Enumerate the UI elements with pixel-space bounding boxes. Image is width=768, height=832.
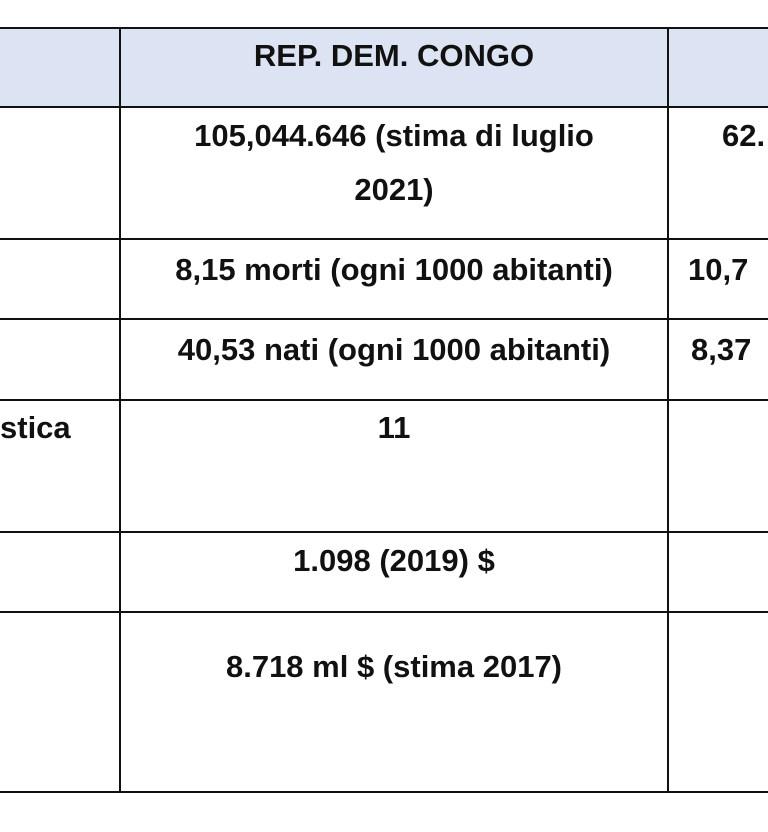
row-label-partial: stica bbox=[0, 410, 71, 445]
birth-rate-value-col3: 8,37 bbox=[691, 332, 752, 367]
table-header-row bbox=[0, 29, 668, 107]
population-value-line1: 105,044.646 (stima di luglio bbox=[194, 118, 594, 153]
gdp-value: 8.718 ml $ (stima 2017) bbox=[225, 649, 563, 684]
table-border bbox=[0, 399, 768, 401]
table-border bbox=[0, 611, 768, 613]
table-border bbox=[0, 27, 768, 29]
row4-value: 11 bbox=[377, 410, 411, 445]
death-rate-value: 8,15 morti (ogni 1000 abitanti) bbox=[175, 252, 613, 287]
header-country: REP. DEM. CONGO bbox=[253, 38, 535, 73]
table-border bbox=[0, 318, 768, 320]
table-border bbox=[667, 27, 669, 793]
gdp-per-capita-value: 1.098 (2019) $ bbox=[293, 543, 495, 578]
population-value-line2: 2021) bbox=[354, 172, 434, 207]
table-border bbox=[0, 531, 768, 533]
table-border bbox=[0, 791, 768, 793]
population-value-col3: 62. bbox=[722, 118, 766, 153]
death-rate-value-col3: 10,7 bbox=[688, 252, 749, 287]
table-border bbox=[119, 27, 121, 793]
birth-rate-value: 40,53 nati (ogni 1000 abitanti) bbox=[177, 332, 611, 367]
table-header-cell-col3 bbox=[669, 29, 768, 107]
table-border bbox=[0, 106, 768, 108]
table-border bbox=[0, 238, 768, 240]
